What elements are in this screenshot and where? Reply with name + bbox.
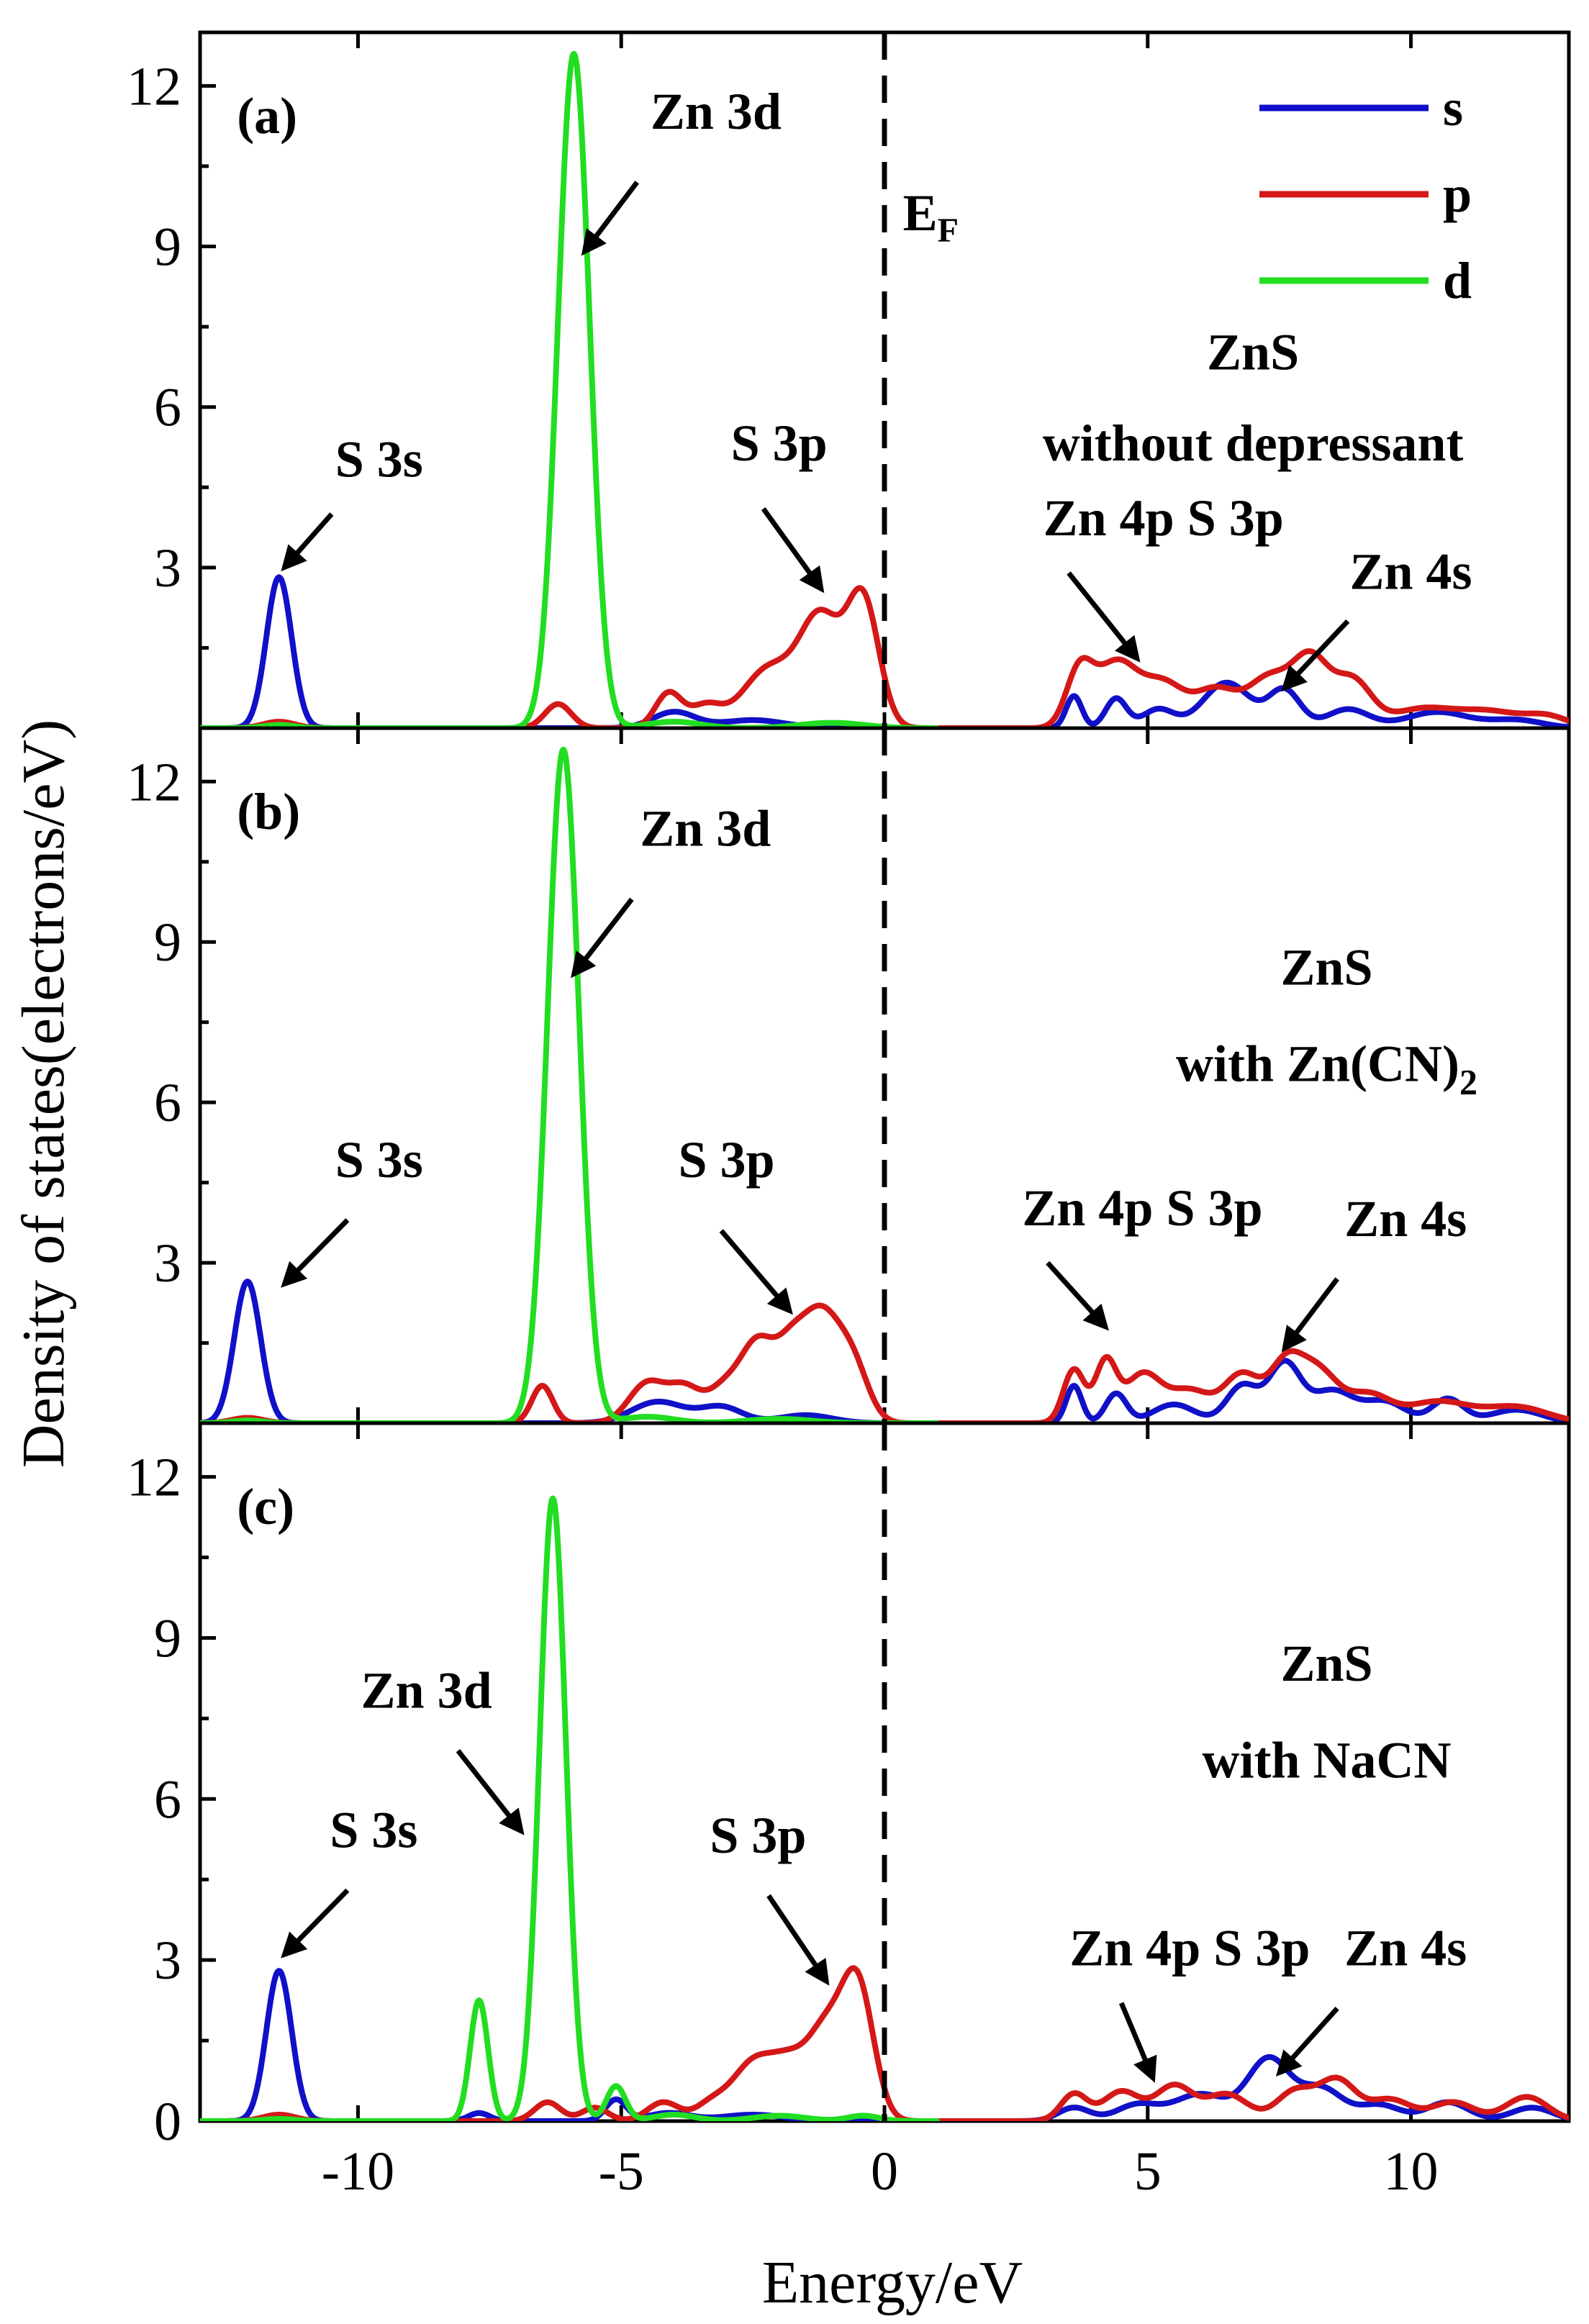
annotation-label: S 3s xyxy=(335,1131,423,1189)
y-tick-label-a-9: 9 xyxy=(154,217,181,278)
annotation-label: S 3s xyxy=(330,1801,417,1858)
y-tick-label-c-0: 0 xyxy=(154,2092,181,2152)
y-tick-label-c-3: 3 xyxy=(154,1930,181,1991)
panel-title-line2-text: with NaCN xyxy=(1202,1731,1451,1789)
legend-label-d: d xyxy=(1443,252,1472,309)
annotation-label: Zn 4s xyxy=(1344,1190,1467,1248)
annotation-label: S 3s xyxy=(335,430,423,488)
series-d-panel-b xyxy=(200,746,941,1423)
panels-group: 3 6 9 12 (a) S 3s Zn 3d S 3p Zn 4p S 3p Zn 4s ZnS w… xyxy=(127,30,1571,2202)
legend-label-p: p xyxy=(1443,165,1472,223)
panel-c: 0 3 6 9 12 (c) S 3s Zn 3d S 3p Zn 4p S 3p Zn 4s ZnS… xyxy=(127,1421,1571,2152)
annotation-arrow xyxy=(281,1888,350,1958)
panel-title-line1: ZnS xyxy=(1280,1635,1372,1692)
x-axis-title: Energy/eV xyxy=(762,2249,1023,2316)
series-p-panel-b xyxy=(200,1302,1569,1423)
x-tick-label-0: 0 xyxy=(871,2141,898,2202)
annotation-label: Zn 4s xyxy=(1349,543,1472,601)
annotation-arrow xyxy=(1046,1261,1109,1331)
panel-label-a: (a) xyxy=(237,87,297,145)
series-p-panel-a xyxy=(200,585,1569,728)
fermi-label-main: E xyxy=(903,184,938,242)
annotation-arrow xyxy=(766,1894,830,1986)
annotation-arrow xyxy=(719,1229,793,1315)
panel-title-line2-text: without depressant xyxy=(1043,414,1464,472)
panel-title-line1: ZnS xyxy=(1207,324,1299,381)
annotation-arrow xyxy=(1281,619,1350,692)
y-tick-label-b-9: 9 xyxy=(154,912,181,973)
x-tick-label-5: 5 xyxy=(1134,2141,1162,2202)
panel-label-c: (c) xyxy=(237,1478,294,1535)
annotation-arrow xyxy=(281,1218,350,1288)
annotation-label: Zn 3d xyxy=(361,1661,492,1719)
y-tick-label-a-3: 3 xyxy=(154,538,181,599)
annotation-arrow xyxy=(1275,2006,1339,2077)
y-tick-label-c-9: 9 xyxy=(154,1608,181,1669)
y-axis-title: Density of states(electrons/eV) xyxy=(10,720,77,1468)
annotation-arrow xyxy=(761,507,825,594)
series-s-panel-a xyxy=(200,574,1569,728)
panel-title-line2: with NaCN xyxy=(1202,1731,1451,1789)
y-tick-label-b-12: 12 xyxy=(127,752,181,812)
fermi-label-sub: F xyxy=(938,212,959,250)
y-tick-label-a-12: 12 xyxy=(127,56,181,117)
annotation-arrow xyxy=(581,181,639,256)
legend: spd xyxy=(1259,79,1472,309)
y-tick-label-a-6: 6 xyxy=(154,378,181,438)
y-tick-label-b-3: 3 xyxy=(154,1233,181,1294)
series-s-panel-c xyxy=(200,1968,1569,2121)
annotation-label: Zn 3d xyxy=(651,83,782,140)
annotation-arrow xyxy=(1067,571,1141,663)
annotation-label: S 3p xyxy=(678,1131,774,1189)
panel-b: 3 6 9 12 (b) S 3s Zn 3d S 3p Zn 4p S 3p Zn 4s ZnS w… xyxy=(127,726,1571,1425)
x-tick-label--5: -5 xyxy=(599,2141,644,2202)
annotation-label: S 3p xyxy=(710,1807,806,1864)
y-tick-label-c-12: 12 xyxy=(127,1448,181,1508)
panel-title-line1: ZnS xyxy=(1280,939,1372,997)
panel-title-subscript: 2 xyxy=(1459,1061,1477,1102)
annotation-arrow xyxy=(281,512,334,572)
annotation-label: Zn 3d xyxy=(640,799,771,857)
fermi-level-label: EF xyxy=(903,184,959,250)
annotation-arrow xyxy=(456,1748,525,1835)
annotation-arrow xyxy=(1118,2002,1157,2083)
y-tick-label-c-6: 6 xyxy=(154,1769,181,1830)
panel-label-b: (b) xyxy=(237,783,300,840)
series-d-panel-a xyxy=(200,50,941,728)
y-tick-label-b-6: 6 xyxy=(154,1073,181,1133)
annotation-label: Zn 4p S 3p xyxy=(1044,489,1284,547)
annotation-label: Zn 4s xyxy=(1344,1920,1467,1977)
annotation-label: Zn 4p S 3p xyxy=(1069,1920,1310,1977)
legend-label-s: s xyxy=(1443,79,1463,137)
annotation-arrow xyxy=(1281,1277,1339,1353)
panel-title-line2: with Zn(CN)2 xyxy=(1176,1035,1477,1102)
series-d-panel-c xyxy=(200,1495,941,2121)
panel-title-line2-text: with Zn(CN) xyxy=(1176,1035,1459,1092)
annotation-label: S 3p xyxy=(731,414,828,472)
annotation-label: Zn 4p S 3p xyxy=(1022,1179,1262,1237)
x-tick-label--10: -10 xyxy=(322,2141,394,2202)
panel-title-line2: without depressant xyxy=(1043,414,1464,472)
panel-a: 3 6 9 12 (a) S 3s Zn 3d S 3p Zn 4p S 3p Zn 4s ZnS w… xyxy=(127,30,1571,730)
x-tick-label-10: 10 xyxy=(1384,2141,1439,2202)
annotation-arrow xyxy=(571,897,634,979)
